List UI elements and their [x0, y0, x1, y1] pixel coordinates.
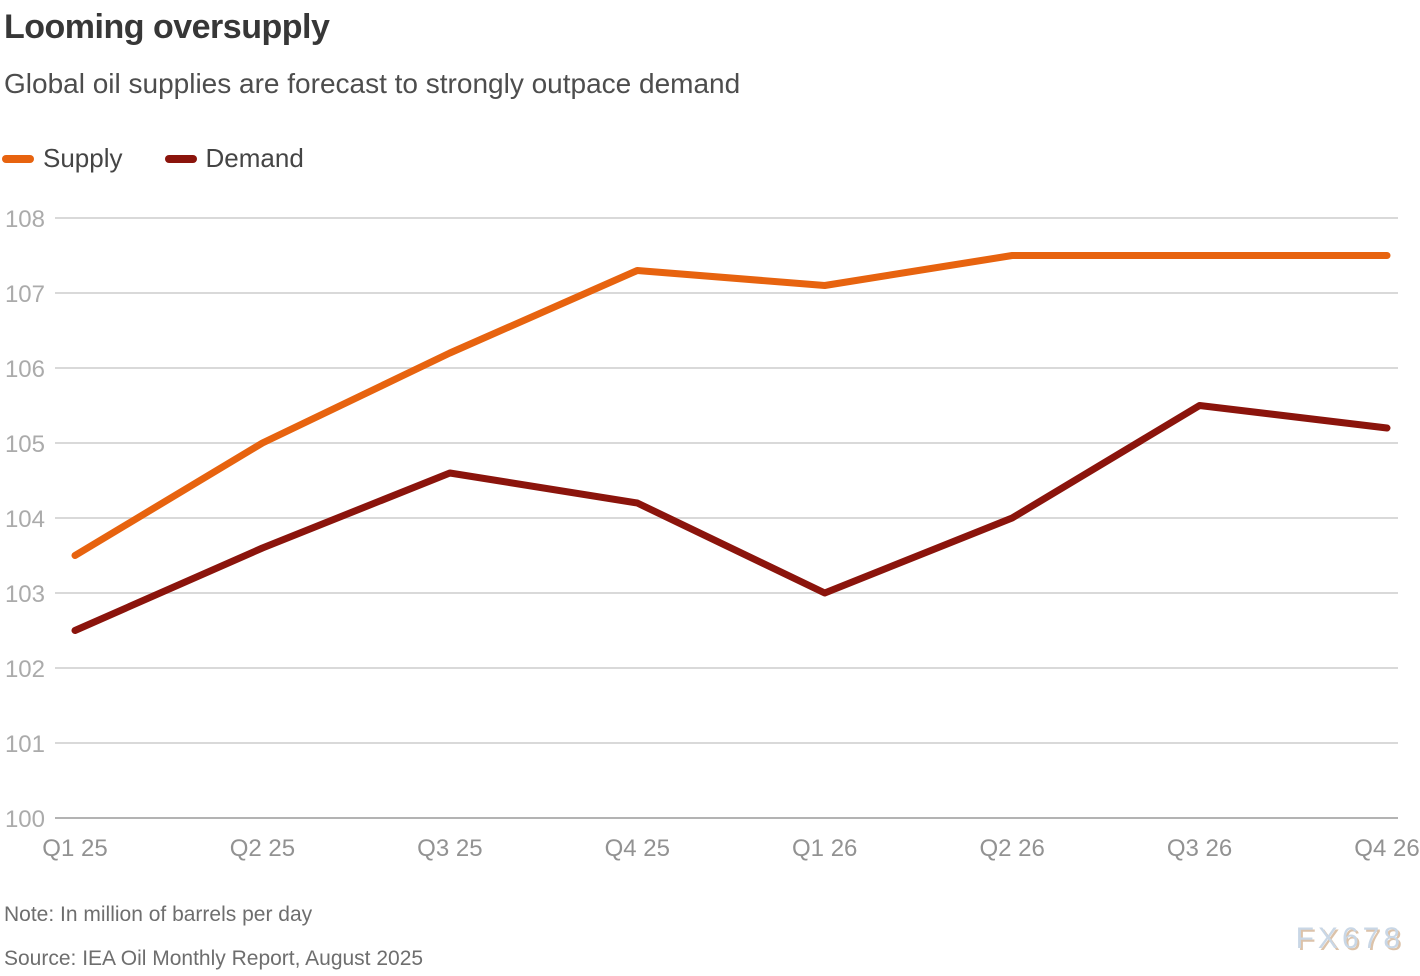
- y-tick-label: 105: [5, 431, 45, 458]
- y-tick-label: 104: [5, 506, 45, 533]
- x-tick-label: Q1 25: [42, 835, 107, 862]
- y-tick-label: 108: [5, 206, 45, 233]
- x-tick-label: Q3 25: [417, 835, 482, 862]
- supply-swatch-icon: [2, 154, 34, 163]
- y-tick-label: 103: [5, 581, 45, 608]
- demand-swatch-icon: [164, 154, 197, 163]
- chart-subtitle: Global oil supplies are forecast to stro…: [4, 68, 741, 99]
- x-tick-label: Q2 26: [979, 835, 1044, 862]
- x-tick-label: Q4 26: [1354, 835, 1419, 862]
- chart-source: Source: IEA Oil Monthly Report, August 2…: [4, 947, 424, 970]
- x-tick-label: Q1 26: [792, 835, 857, 862]
- y-tick-label: 106: [5, 356, 45, 383]
- chart-title: Looming oversupply: [4, 8, 330, 46]
- chart-note: Note: In million of barrels per day: [4, 903, 313, 926]
- demand-line: [71, 402, 1391, 634]
- x-tick-label: Q2 25: [230, 835, 295, 862]
- chart-legend: Supply Demand: [2, 143, 304, 174]
- legend-item-demand: Demand: [164, 143, 304, 174]
- y-tick-label: 107: [5, 281, 45, 308]
- x-tick-label: Q4 25: [605, 835, 670, 862]
- supply-line: [71, 252, 1391, 559]
- x-tick-label: Q3 26: [1167, 835, 1232, 862]
- fx678-watermark: FX678: [1295, 922, 1404, 955]
- y-tick-label: 101: [5, 731, 45, 758]
- y-tick-label: 100: [5, 806, 45, 833]
- legend-label-demand: Demand: [205, 143, 304, 173]
- legend-item-supply: Supply: [2, 143, 123, 174]
- line-chart-plot-area: 100 101 102 103 104 105 106 107 108 Q1 25 Q2 25 Q3 …: [5, 206, 1420, 862]
- legend-label-supply: Supply: [43, 143, 123, 173]
- y-tick-label: 102: [5, 656, 45, 683]
